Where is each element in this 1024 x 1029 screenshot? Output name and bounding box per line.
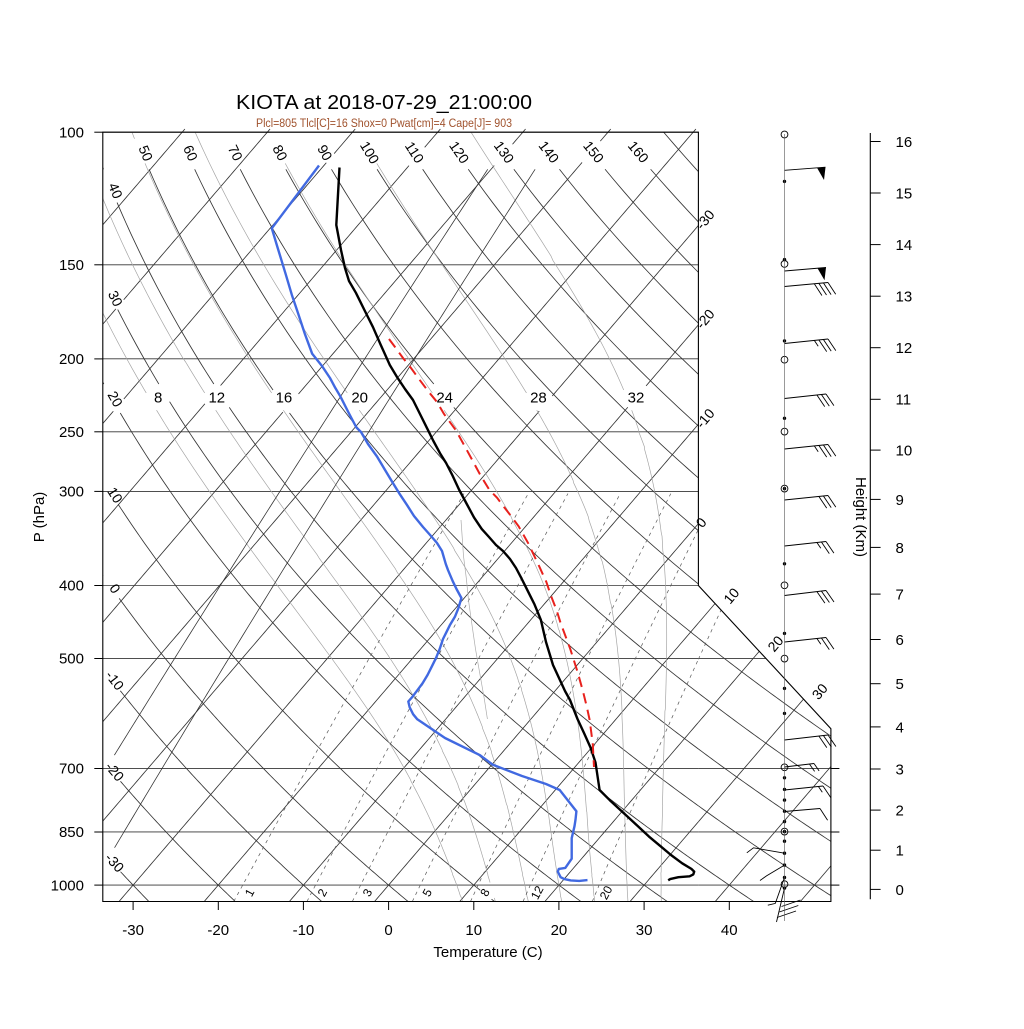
svg-text:100: 100	[59, 124, 84, 141]
svg-text:Temperature (C): Temperature (C)	[433, 944, 542, 961]
svg-text:9: 9	[896, 492, 904, 509]
svg-text:70: 70	[225, 142, 246, 163]
svg-text:150: 150	[59, 257, 84, 274]
svg-text:28: 28	[530, 390, 547, 407]
svg-text:40: 40	[105, 180, 126, 201]
svg-text:13: 13	[896, 289, 913, 306]
svg-text:80: 80	[270, 142, 292, 163]
svg-text:0: 0	[384, 922, 392, 939]
svg-text:30: 30	[636, 922, 653, 939]
svg-text:1: 1	[896, 843, 904, 860]
svg-text:3: 3	[896, 761, 904, 778]
svg-text:P (hPa): P (hPa)	[31, 492, 48, 543]
svg-text:700: 700	[59, 761, 84, 778]
svg-text:0: 0	[896, 882, 904, 899]
svg-text:2: 2	[896, 802, 904, 819]
svg-text:24: 24	[436, 390, 453, 407]
svg-text:5: 5	[896, 676, 904, 693]
svg-text:16: 16	[896, 134, 913, 151]
svg-text:10: 10	[465, 922, 482, 939]
svg-text:60: 60	[180, 143, 201, 164]
svg-text:KIOTA at 2018-07-29_21:00:00: KIOTA at 2018-07-29_21:00:00	[236, 91, 532, 114]
svg-text:-20: -20	[207, 922, 229, 939]
svg-text:250: 250	[59, 424, 84, 441]
svg-text:10: 10	[104, 484, 126, 506]
svg-text:20: 20	[551, 922, 568, 939]
svg-text:11: 11	[896, 392, 912, 409]
svg-text:20: 20	[597, 883, 616, 902]
svg-text:-30: -30	[122, 922, 144, 939]
svg-text:400: 400	[59, 578, 84, 595]
svg-text:14: 14	[896, 237, 913, 254]
svg-text:500: 500	[59, 651, 84, 668]
svg-text:50: 50	[135, 143, 156, 164]
svg-text:-10: -10	[293, 922, 315, 939]
svg-text:Plcl=805 Tlcl[C]=16 Shox=0 Pwa: Plcl=805 Tlcl[C]=16 Shox=0 Pwat[cm]=4 Ca…	[256, 116, 512, 130]
svg-text:32: 32	[628, 390, 645, 407]
svg-text:90: 90	[314, 142, 336, 164]
svg-text:8: 8	[896, 540, 904, 557]
svg-text:4: 4	[896, 719, 904, 736]
svg-text:200: 200	[59, 351, 84, 368]
svg-text:12: 12	[528, 883, 547, 902]
svg-text:7: 7	[896, 586, 904, 603]
svg-text:16: 16	[276, 390, 293, 407]
svg-text:850: 850	[59, 824, 84, 841]
svg-text:12: 12	[896, 340, 913, 357]
svg-text:40: 40	[721, 922, 738, 939]
svg-text:10: 10	[896, 442, 913, 459]
svg-text:20: 20	[105, 388, 127, 410]
svg-text:Height (Km): Height (Km)	[852, 477, 869, 557]
svg-text:8: 8	[154, 390, 162, 407]
svg-text:30: 30	[105, 288, 126, 309]
svg-text:300: 300	[59, 484, 84, 501]
svg-text:15: 15	[896, 185, 913, 202]
svg-text:1000: 1000	[51, 877, 84, 894]
svg-text:6: 6	[896, 632, 904, 649]
svg-text:12: 12	[208, 390, 225, 407]
svg-text:20: 20	[351, 390, 368, 407]
